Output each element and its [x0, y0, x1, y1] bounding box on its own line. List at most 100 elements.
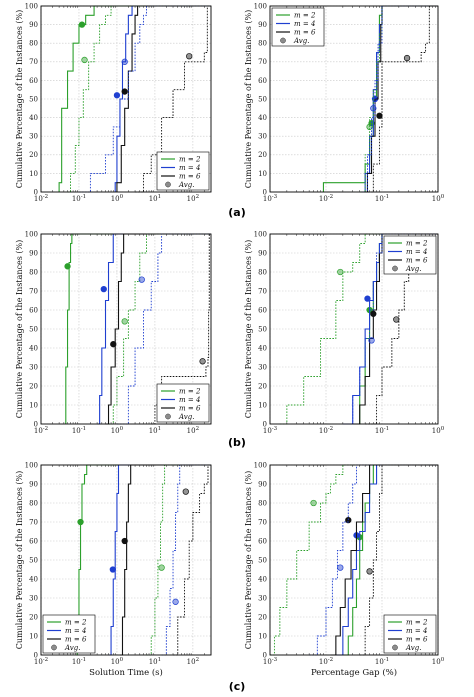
avg-marker — [121, 318, 128, 325]
avg-marker — [81, 56, 88, 64]
avg-marker — [364, 295, 371, 302]
series-line-m4-dotted — [161, 464, 211, 656]
y-tick-label: 80 — [29, 40, 38, 48]
series-line-m6-solid — [105, 233, 211, 425]
x-tick-label: 10-1 — [375, 426, 389, 435]
x-tick-label: 10-1 — [375, 194, 389, 203]
x-tick-label: 10-3 — [263, 426, 278, 435]
x-tick-label: 100 — [111, 657, 124, 666]
x-tick-label: 100 — [432, 657, 445, 666]
y-tick-label: 20 — [258, 382, 267, 390]
series-line-m4-dotted — [78, 5, 211, 193]
avg-marker — [121, 88, 128, 95]
y-tick-label: 10 — [258, 632, 267, 640]
legend-avg-marker — [165, 413, 171, 420]
series-line-m2-dotted — [270, 464, 438, 656]
y-tick-label: 80 — [258, 268, 267, 276]
avg-marker — [78, 21, 86, 28]
legend-label-m6: m = 6 — [406, 256, 428, 264]
x-tick-label: 100 — [111, 426, 124, 435]
series-line-m6-solid — [116, 5, 211, 192]
x-tick-label: 10-2 — [34, 426, 48, 435]
panel-label: (b) — [228, 436, 246, 449]
x-tick-label: 100 — [432, 194, 445, 203]
y-tick-label: 60 — [29, 306, 38, 314]
y-tick-label: 90 — [29, 480, 38, 488]
x-tick-label: 10-2 — [34, 194, 48, 203]
x-tick-label: 10-1 — [72, 426, 86, 435]
avg-marker — [121, 58, 128, 65]
y-tick-label: 80 — [29, 499, 38, 507]
y-tick-label: 100 — [254, 461, 267, 469]
y-tick-label: 70 — [258, 58, 267, 66]
y-tick-label: 10 — [29, 401, 38, 409]
series-line-m4-dotted — [309, 464, 438, 656]
x-axis-label: Solution Time (s) — [89, 667, 163, 678]
y-tick-label: 70 — [258, 287, 267, 295]
y-tick-label: 0 — [263, 420, 267, 428]
series-line-m2-dotted — [146, 464, 211, 656]
series-line-m4-solid — [335, 464, 438, 656]
x-tick-label: 102 — [187, 657, 199, 666]
y-tick-label: 60 — [258, 77, 267, 85]
y-tick-label: 10 — [258, 401, 267, 409]
series-line-m4-solid — [342, 233, 438, 425]
plot-frame — [40, 464, 212, 656]
y-tick-label: 60 — [258, 306, 267, 314]
avg-marker — [121, 537, 128, 545]
y-axis-label: Cumulative Percentage of the Instances (… — [244, 471, 253, 649]
avg-marker — [376, 112, 383, 119]
series-line-m4-dotted — [116, 233, 211, 425]
y-tick-label: 40 — [29, 575, 38, 583]
plot-frame — [40, 5, 212, 193]
y-tick-label: 40 — [258, 575, 267, 583]
y-tick-label: 0 — [263, 188, 267, 196]
legend-label-m6: m = 6 — [65, 635, 87, 643]
avg-marker — [100, 285, 107, 293]
x-tick-label: 101 — [149, 657, 161, 666]
plot-frame — [269, 233, 439, 425]
legend-label-m6: m = 6 — [294, 28, 316, 36]
y-tick-label: 40 — [258, 344, 267, 352]
legend-avg-marker — [392, 644, 398, 651]
y-axis-label: Cumulative Percentage of the Instances (… — [244, 240, 253, 418]
y-tick-label: 20 — [258, 151, 267, 159]
x-tick-label: 10-1 — [375, 657, 389, 666]
y-tick-label: 10 — [29, 632, 38, 640]
legend-label-m4: m = 4 — [65, 627, 86, 635]
series-line-m6-dotted — [365, 5, 438, 193]
chart-panel-b-time: 0 10 20 30 40 50 60 70 80 90 100 10-2 10-1 100 101 102 C… — [15, 230, 212, 435]
y-tick-label: 70 — [29, 58, 38, 66]
y-tick-label: 50 — [258, 95, 267, 103]
x-tick-label: 10-2 — [34, 657, 48, 666]
chart-panel-a-time: 0 10 20 30 40 50 60 70 80 90 100 10-2 10-1 100 101 102 C… — [15, 2, 212, 203]
y-tick-label: 50 — [29, 325, 38, 333]
y-tick-label: 90 — [29, 249, 38, 257]
legend-label-m2: m = 2 — [179, 387, 201, 395]
x-tick-label: 100 — [111, 194, 124, 203]
avg-marker — [366, 568, 373, 575]
series-line-m4-solid — [114, 5, 211, 192]
legend-label-m4: m = 4 — [294, 20, 315, 28]
avg-marker — [393, 316, 400, 323]
y-tick-label: 90 — [258, 21, 267, 29]
avg-marker — [186, 53, 193, 60]
avg-marker — [113, 92, 121, 99]
x-tick-label: 10-3 — [263, 194, 278, 203]
avg-marker — [368, 337, 375, 344]
y-tick-label: 100 — [25, 230, 38, 238]
avg-marker — [158, 564, 165, 571]
x-axis-label: Percentage Gap (%) — [311, 667, 397, 678]
y-tick-label: 50 — [258, 325, 267, 333]
series-line-m6-dotted — [173, 464, 211, 656]
plot-frame — [269, 464, 439, 656]
y-tick-label: 40 — [29, 114, 38, 122]
avg-marker — [370, 105, 377, 112]
legend-label-m2: m = 2 — [406, 618, 428, 626]
legend-avg-marker — [51, 644, 57, 651]
